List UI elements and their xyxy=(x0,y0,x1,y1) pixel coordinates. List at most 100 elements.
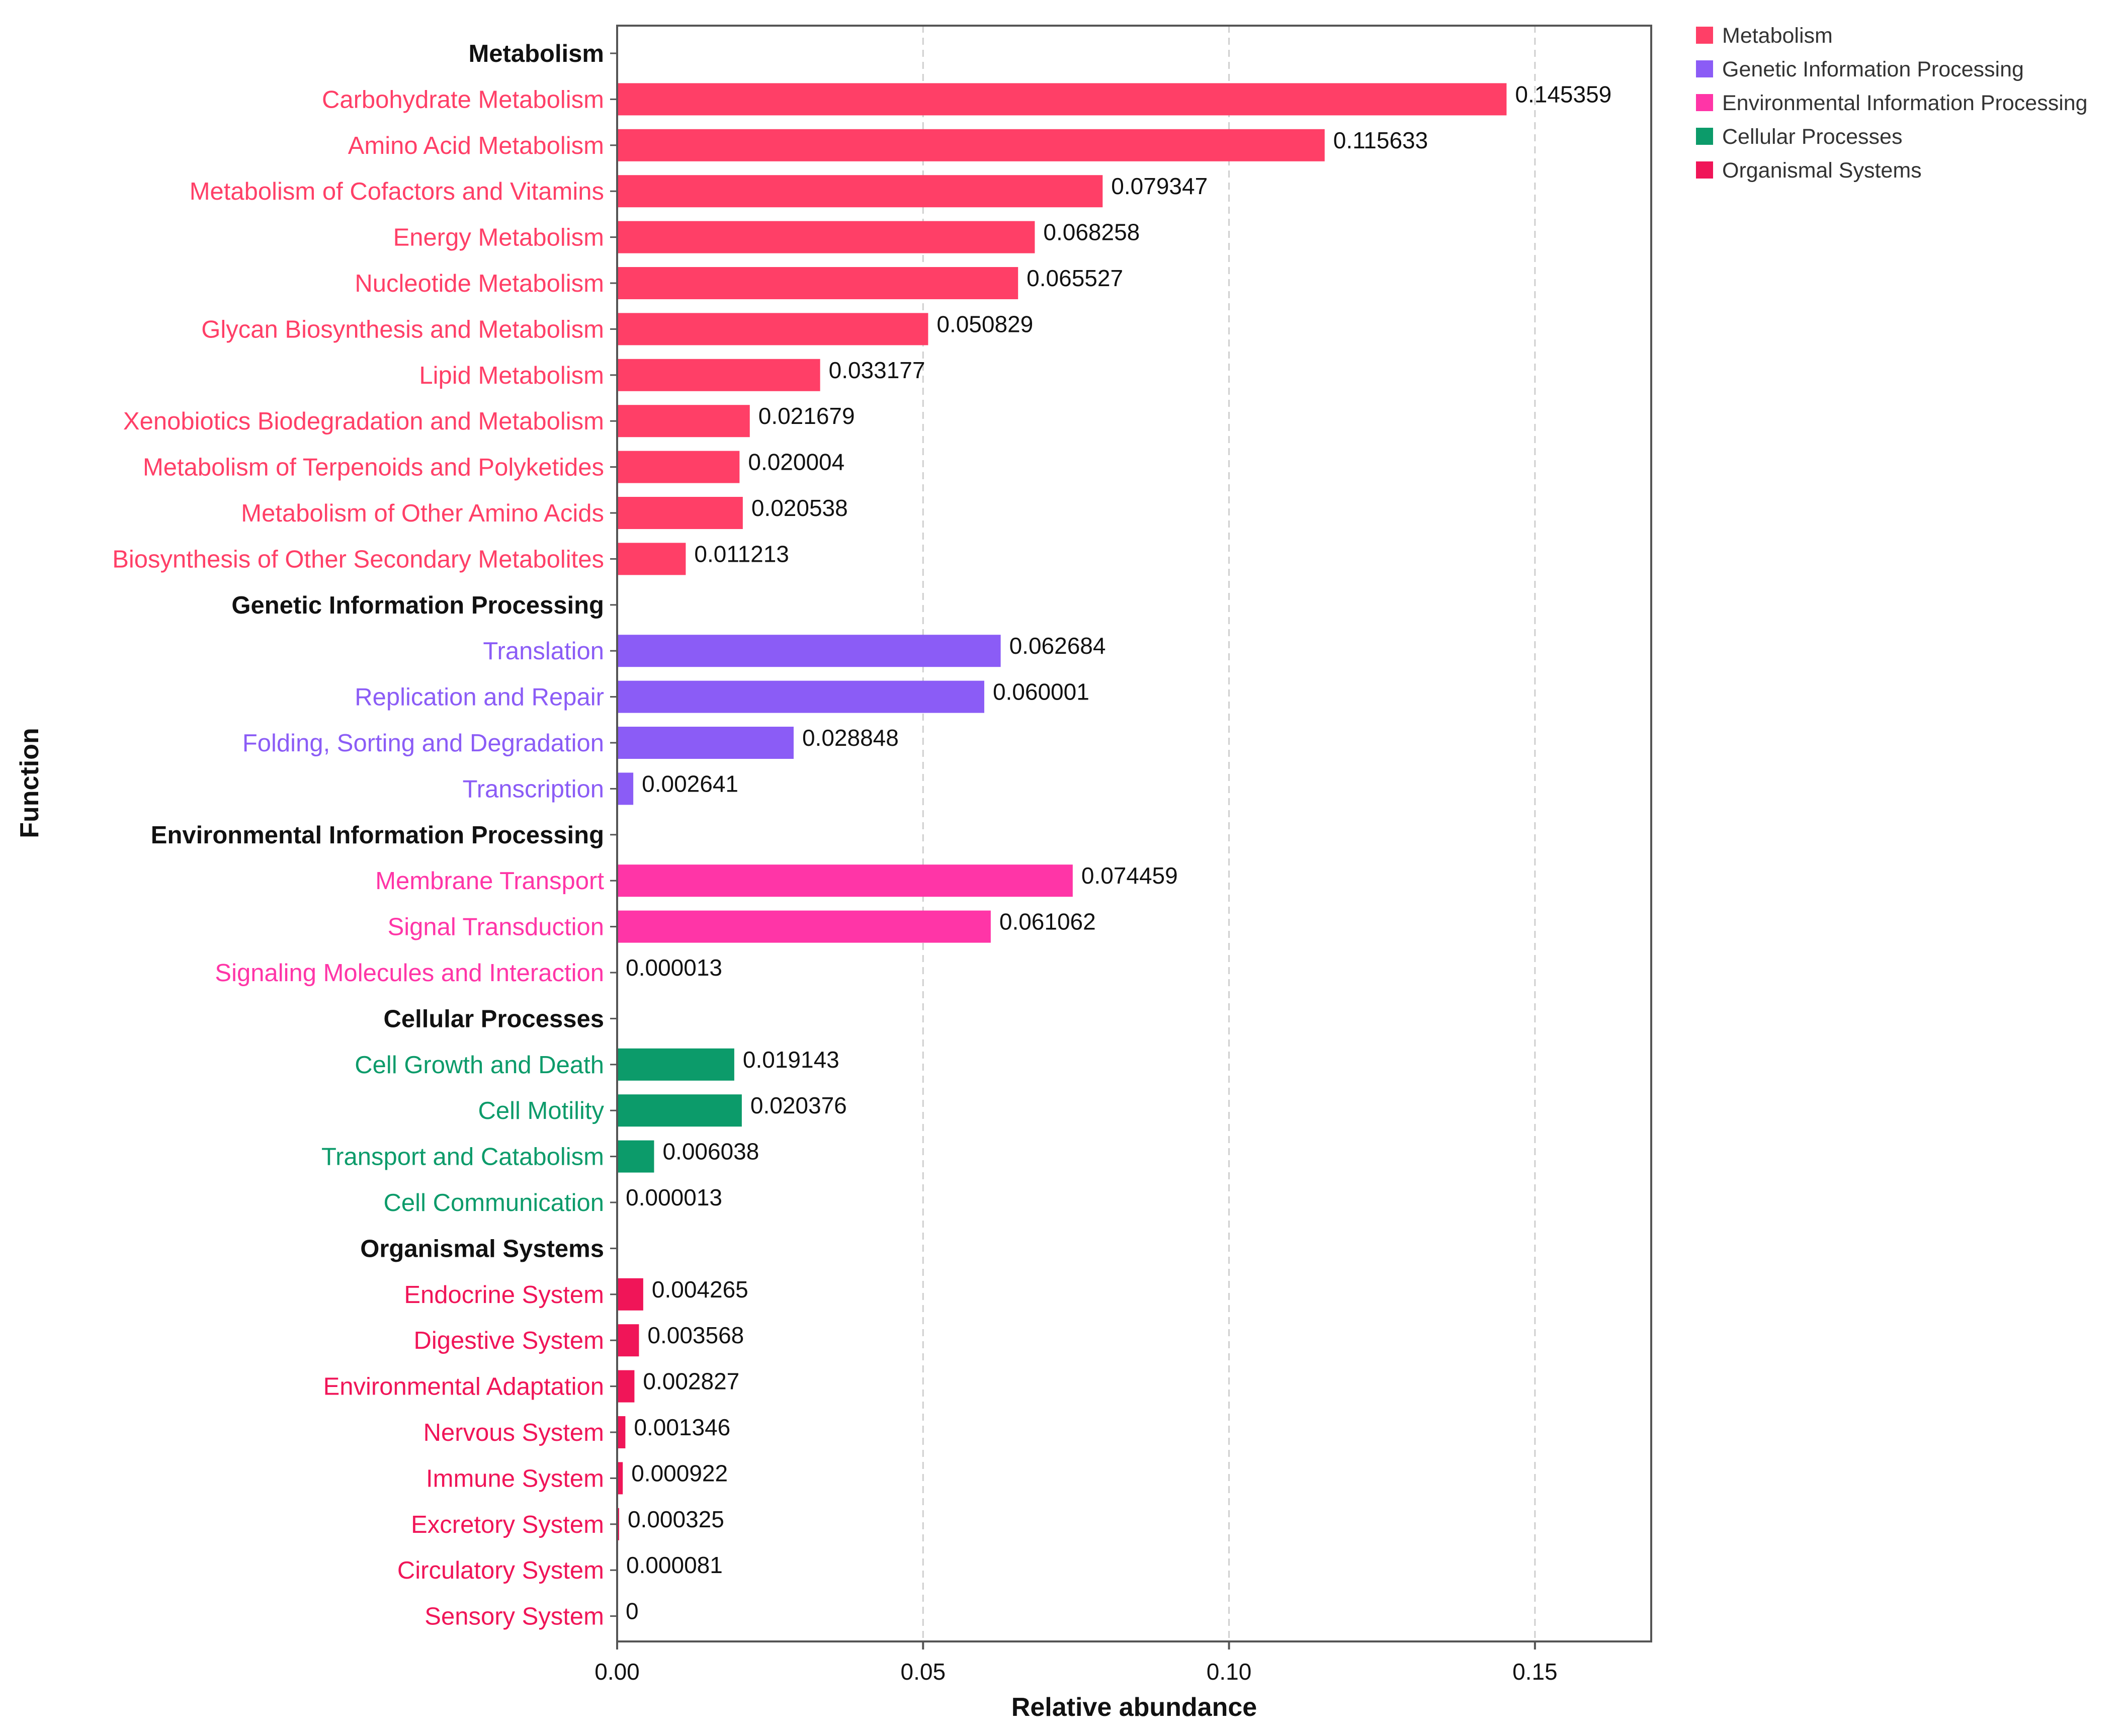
legend-swatch-organismal-systems xyxy=(1696,161,1713,179)
category-label-excretory-system: Excretory System xyxy=(411,1511,604,1538)
category-label-biosynthesis-of-other-secondary-metabolites: Biosynthesis of Other Secondary Metaboli… xyxy=(112,546,604,573)
value-label-replication-and-repair: 0.060001 xyxy=(993,679,1089,705)
value-label-cell-growth-and-death: 0.019143 xyxy=(743,1047,839,1073)
bar-signal-transduction xyxy=(617,910,991,943)
bar-membrane-transport xyxy=(617,864,1073,897)
x-axis-ticks: 0.00 0.05 0.10 0.15 xyxy=(594,1641,1558,1685)
category-label-cell-growth-and-death: Cell Growth and Death xyxy=(355,1052,604,1079)
category-label-nervous-system: Nervous System xyxy=(423,1419,604,1446)
bar-amino-acid-metabolism xyxy=(617,129,1325,161)
value-label-translation: 0.062684 xyxy=(1009,633,1106,659)
category-label-signaling-molecules-and-interaction: Signaling Molecules and Interaction xyxy=(215,960,604,987)
value-label-excretory-system: 0.000325 xyxy=(628,1506,724,1532)
bar-cell-growth-and-death xyxy=(617,1048,734,1081)
bar-biosynthesis-of-other-secondary-metabolites xyxy=(617,543,686,575)
value-label-lipid-metabolism: 0.033177 xyxy=(829,357,925,383)
value-label-amino-acid-metabolism: 0.115633 xyxy=(1333,127,1428,153)
category-labels: Metabolism Carbohydrate Metabolism Amino A… xyxy=(112,40,617,1630)
legend-swatch-cellular-processes xyxy=(1696,128,1713,145)
bar-folding-sorting-and-degradation xyxy=(617,727,794,759)
category-label-carbohydrate-metabolism: Carbohydrate Metabolism xyxy=(322,86,604,113)
value-label-nucleotide-metabolism: 0.065527 xyxy=(1027,265,1123,291)
group-label-cellular-processes: Cellular Processes xyxy=(383,1005,604,1032)
value-label-xenobiotics-biodegradation-and-metabolism: 0.021679 xyxy=(758,403,855,429)
category-label-amino-acid-metabolism: Amino Acid Metabolism xyxy=(348,132,604,159)
bars xyxy=(617,83,1507,1587)
category-label-metabolism-of-terpenoids-and-polyketides: Metabolism of Terpenoids and Polyketides xyxy=(143,454,604,481)
legend-label-genetic-information-processing: Genetic Information Processing xyxy=(1722,57,2024,81)
legend-swatch-metabolism xyxy=(1696,27,1713,44)
bar-replication-and-repair xyxy=(617,680,984,713)
category-label-nucleotide-metabolism: Nucleotide Metabolism xyxy=(355,270,604,297)
category-label-sensory-system: Sensory System xyxy=(424,1603,604,1630)
x-tick-label: 0.00 xyxy=(594,1659,640,1685)
bar-xenobiotics-biodegradation-and-metabolism xyxy=(617,405,750,438)
x-axis-title: Relative abundance xyxy=(1011,1693,1257,1722)
bar-nervous-system xyxy=(617,1416,626,1448)
category-label-signal-transduction: Signal Transduction xyxy=(388,914,604,941)
value-label-sensory-system: 0 xyxy=(626,1598,639,1624)
value-label-digestive-system: 0.003568 xyxy=(647,1322,744,1348)
group-label-genetic-information-processing: Genetic Information Processing xyxy=(231,592,604,619)
bar-lipid-metabolism xyxy=(617,359,820,391)
value-label-energy-metabolism: 0.068258 xyxy=(1043,219,1140,245)
category-label-lipid-metabolism: Lipid Metabolism xyxy=(419,362,604,389)
bar-digestive-system xyxy=(617,1324,639,1357)
value-label-signal-transduction: 0.061062 xyxy=(999,909,1096,935)
category-label-folding-sorting-and-degradation: Folding, Sorting and Degradation xyxy=(242,730,604,757)
value-label-transport-and-catabolism: 0.006038 xyxy=(662,1139,759,1165)
category-label-environmental-adaptation: Environmental Adaptation xyxy=(323,1373,604,1401)
value-label-transcription: 0.002641 xyxy=(642,770,738,797)
value-labels: 0.145359 0.115633 0.079347 0.068258 0.065527… xyxy=(626,81,1611,1624)
legend-label-cellular-processes: Cellular Processes xyxy=(1722,125,1902,149)
legend: Metabolism Genetic Information Processing… xyxy=(1696,24,2088,183)
value-label-endocrine-system: 0.004265 xyxy=(652,1276,748,1303)
bar-carbohydrate-metabolism xyxy=(617,83,1507,116)
bar-endocrine-system xyxy=(617,1278,643,1311)
value-label-signaling-molecules-and-interaction: 0.000013 xyxy=(626,954,722,981)
group-label-environmental-information-processing: Environmental Information Processing xyxy=(151,822,604,849)
bar-metabolism-of-cofactors-and-vitamins xyxy=(617,175,1103,208)
category-label-membrane-transport: Membrane Transport xyxy=(375,867,604,895)
value-label-biosynthesis-of-other-secondary-metabolites: 0.011213 xyxy=(694,541,789,567)
legend-swatch-environmental-information-processing xyxy=(1696,94,1713,111)
bar-immune-system xyxy=(617,1462,623,1495)
bar-translation xyxy=(617,635,1001,667)
x-tick-label: 0.05 xyxy=(901,1659,946,1685)
value-label-cell-communication: 0.000013 xyxy=(626,1184,722,1210)
legend-label-metabolism: Metabolism xyxy=(1722,24,1833,48)
bar-metabolism-of-terpenoids-and-polyketides xyxy=(617,451,740,483)
category-label-metabolism-of-cofactors-and-vitamins: Metabolism of Cofactors and Vitamins xyxy=(190,178,604,205)
group-label-organismal-systems: Organismal Systems xyxy=(360,1235,604,1262)
value-label-environmental-adaptation: 0.002827 xyxy=(643,1368,739,1395)
category-label-replication-and-repair: Replication and Repair xyxy=(355,684,604,711)
value-label-metabolism-of-terpenoids-and-polyketides: 0.020004 xyxy=(748,449,844,475)
value-label-folding-sorting-and-degradation: 0.028848 xyxy=(802,725,899,751)
plot-frame xyxy=(616,25,1652,1642)
category-label-metabolism-of-other-amino-acids: Metabolism of Other Amino Acids xyxy=(241,500,604,527)
category-label-endocrine-system: Endocrine System xyxy=(404,1281,604,1309)
value-label-metabolism-of-other-amino-acids: 0.020538 xyxy=(751,495,848,521)
legend-label-environmental-information-processing: Environmental Information Processing xyxy=(1722,91,2088,115)
value-label-carbohydrate-metabolism: 0.145359 xyxy=(1515,81,1611,107)
bar-transcription xyxy=(617,772,634,805)
bar-metabolism-of-other-amino-acids xyxy=(617,497,743,529)
value-label-nervous-system: 0.001346 xyxy=(634,1414,730,1440)
x-tick-label: 0.15 xyxy=(1512,1659,1558,1685)
bar-energy-metabolism xyxy=(617,221,1035,253)
value-label-membrane-transport: 0.074459 xyxy=(1081,862,1178,889)
value-label-immune-system: 0.000922 xyxy=(631,1460,728,1486)
category-label-circulatory-system: Circulatory System xyxy=(397,1557,604,1584)
category-label-digestive-system: Digestive System xyxy=(413,1327,604,1354)
category-label-cell-motility: Cell Motility xyxy=(478,1097,605,1124)
category-label-xenobiotics-biodegradation-and-metabolism: Xenobiotics Biodegradation and Metabolis… xyxy=(123,408,604,435)
legend-label-organismal-systems: Organismal Systems xyxy=(1722,158,1922,183)
category-label-glycan-biosynthesis-and-metabolism: Glycan Biosynthesis and Metabolism xyxy=(201,316,604,343)
x-tick-label: 0.10 xyxy=(1207,1659,1252,1685)
bar-cell-motility xyxy=(617,1094,742,1127)
category-label-immune-system: Immune System xyxy=(426,1465,604,1492)
category-label-transport-and-catabolism: Transport and Catabolism xyxy=(321,1144,604,1171)
bar-environmental-adaptation xyxy=(617,1370,635,1403)
value-label-circulatory-system: 0.000081 xyxy=(626,1552,723,1578)
